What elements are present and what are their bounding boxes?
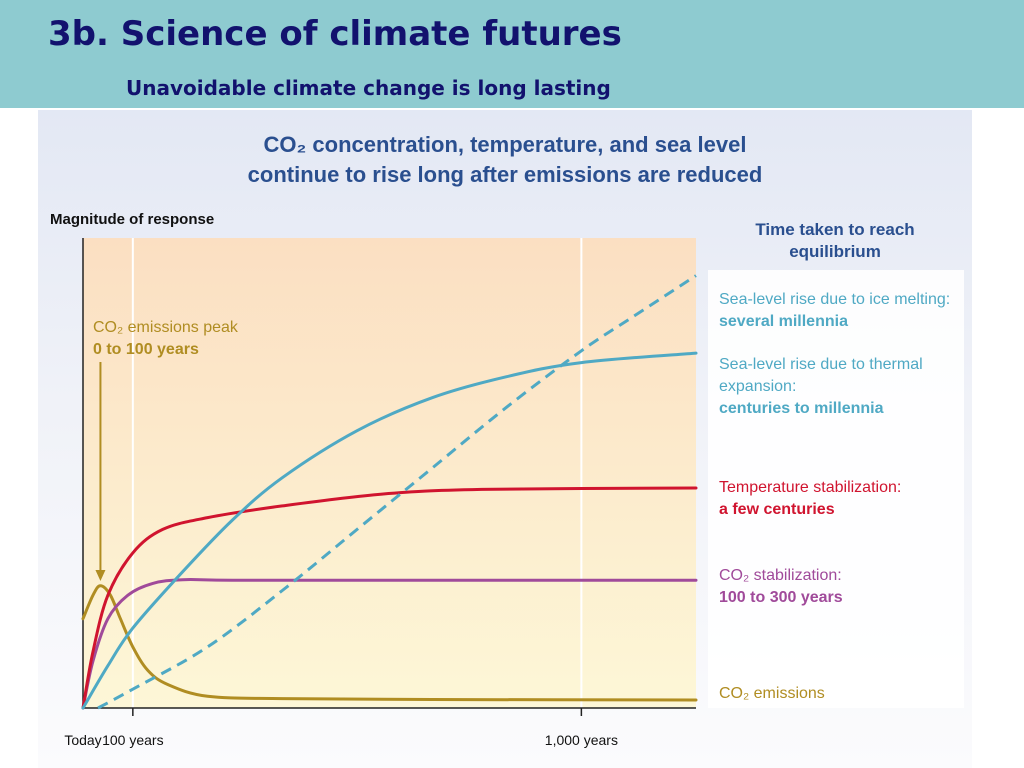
series-lines bbox=[81, 274, 698, 710]
x-tick-label-2: 1,000 years bbox=[545, 732, 618, 748]
legend-label-3-0: Sea-level rise due to thermal bbox=[719, 356, 923, 373]
annotation-line-2: 0 to 100 years bbox=[93, 341, 199, 358]
slide-header: 3b. Science of climate futures Unavoidab… bbox=[0, 0, 1024, 108]
chart-title-line-2: continue to rise long after emissions ar… bbox=[248, 162, 763, 187]
series-line-0 bbox=[81, 584, 698, 702]
legend-heading-2: equilibrium bbox=[789, 242, 881, 261]
legend-detail-2: a few centuries bbox=[719, 501, 835, 518]
chart-title-line-1: CO₂ concentration, temperature, and sea … bbox=[264, 132, 747, 157]
emissions-peak-annotation: CO₂ emissions peak 0 to 100 years bbox=[93, 319, 239, 581]
legend-detail-3: centuries to millennia bbox=[719, 400, 884, 417]
legend-label-4-0: Sea-level rise due to ice melting: bbox=[719, 291, 950, 308]
plot-background bbox=[83, 238, 696, 708]
legend-label-2-0: Temperature stabilization: bbox=[719, 479, 901, 496]
legend-detail-4: several millennia bbox=[719, 313, 848, 330]
chart-figure: CO₂ concentration, temperature, and sea … bbox=[38, 110, 972, 768]
legend: Time taken to reach equilibrium Sea-level … bbox=[719, 220, 950, 702]
legend-heading-1: Time taken to reach bbox=[755, 220, 914, 239]
x-axis-ticks: Today 100 years 1,000 years bbox=[64, 708, 618, 748]
annotation-line-1: CO₂ emissions peak bbox=[93, 319, 239, 336]
annotation-arrow-head bbox=[95, 570, 106, 581]
y-axis-label: Magnitude of response bbox=[50, 211, 214, 228]
climate-response-chart: CO₂ concentration, temperature, and sea … bbox=[50, 132, 964, 748]
slide-subtitle: Unavoidable climate change is long lasti… bbox=[126, 76, 611, 100]
series-line-3 bbox=[81, 351, 698, 710]
legend-panel bbox=[708, 270, 964, 708]
legend-label-3-1: expansion: bbox=[719, 378, 796, 395]
series-line-4 bbox=[97, 274, 697, 710]
x-tick-label-0: Today bbox=[64, 732, 101, 748]
x-tick-label-1: 100 years bbox=[102, 732, 163, 748]
legend-label-1-0: CO₂ stabilization: bbox=[719, 567, 842, 584]
legend-detail-1: 100 to 300 years bbox=[719, 589, 843, 606]
slide-title: 3b. Science of climate futures bbox=[48, 14, 622, 54]
legend-label-0-0: CO₂ emissions bbox=[719, 685, 825, 702]
series-line-2 bbox=[81, 486, 698, 710]
